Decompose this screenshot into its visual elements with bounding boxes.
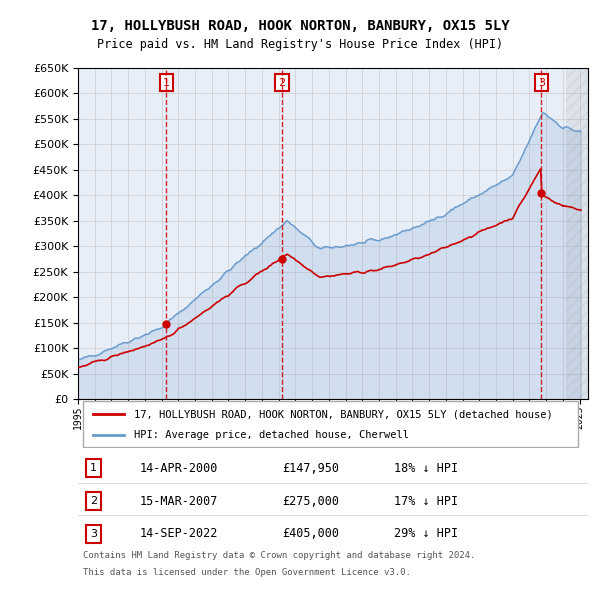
Text: HPI: Average price, detached house, Cherwell: HPI: Average price, detached house, Cher… [134, 430, 409, 440]
Text: 1: 1 [90, 463, 97, 473]
Text: 15-MAR-2007: 15-MAR-2007 [139, 494, 218, 507]
Text: 17, HOLLYBUSH ROAD, HOOK NORTON, BANBURY, OX15 5LY (detached house): 17, HOLLYBUSH ROAD, HOOK NORTON, BANBURY… [134, 409, 553, 419]
Text: 3: 3 [90, 529, 97, 539]
Text: 14-SEP-2022: 14-SEP-2022 [139, 527, 218, 540]
Text: £147,950: £147,950 [282, 462, 339, 475]
Text: Contains HM Land Registry data © Crown copyright and database right 2024.: Contains HM Land Registry data © Crown c… [83, 551, 475, 560]
Text: 14-APR-2000: 14-APR-2000 [139, 462, 218, 475]
Text: £405,000: £405,000 [282, 527, 339, 540]
Text: 1: 1 [163, 78, 170, 88]
Text: 2: 2 [278, 78, 286, 88]
Text: 18% ↓ HPI: 18% ↓ HPI [394, 462, 458, 475]
Text: 3: 3 [538, 78, 545, 88]
Text: This data is licensed under the Open Government Licence v3.0.: This data is licensed under the Open Gov… [83, 568, 411, 576]
Text: 29% ↓ HPI: 29% ↓ HPI [394, 527, 458, 540]
Text: Price paid vs. HM Land Registry's House Price Index (HPI): Price paid vs. HM Land Registry's House … [97, 38, 503, 51]
Text: £275,000: £275,000 [282, 494, 339, 507]
Text: 2: 2 [90, 496, 97, 506]
Text: 17% ↓ HPI: 17% ↓ HPI [394, 494, 458, 507]
Text: 17, HOLLYBUSH ROAD, HOOK NORTON, BANBURY, OX15 5LY: 17, HOLLYBUSH ROAD, HOOK NORTON, BANBURY… [91, 19, 509, 33]
FancyBboxPatch shape [83, 401, 578, 447]
